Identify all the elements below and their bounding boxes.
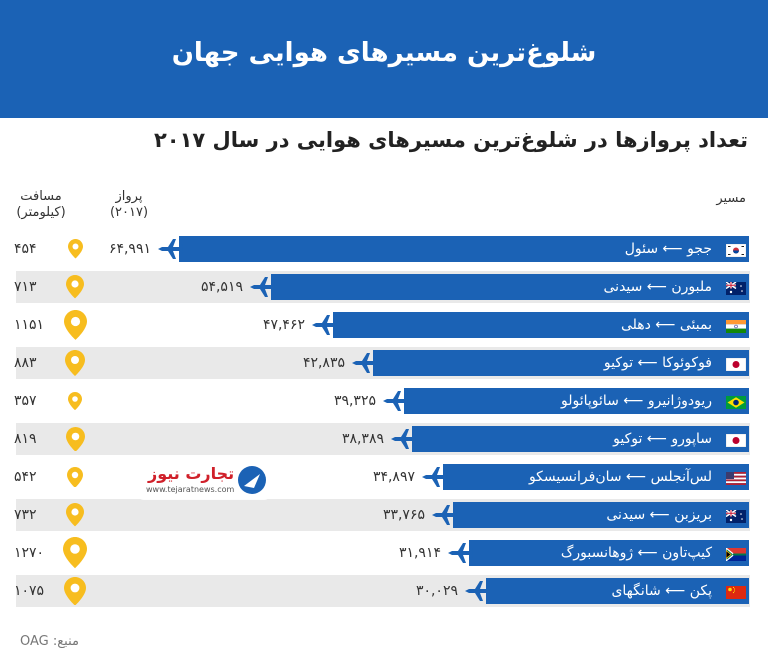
- india-flag: [726, 318, 746, 333]
- usa-flag: [726, 470, 746, 485]
- plane-icon: [351, 350, 377, 380]
- bar-3: [373, 350, 749, 376]
- plane-icon: [382, 388, 408, 418]
- flight-value: ۳۳,۷۶۵: [382, 507, 425, 523]
- bar-9: [486, 578, 749, 604]
- page-title: شلوغ‌ترین مسیرهای هوایی جهان: [171, 38, 597, 68]
- route-label: ریودوژانیرو ⟵ سائوپائولو: [560, 393, 712, 409]
- flights-header-label: پرواز: [115, 189, 143, 204]
- route-label: لس‌آنجلس ⟵ سان‌فرانسیسکو: [528, 469, 712, 485]
- plane-icon: [421, 464, 447, 494]
- china-flag: [726, 584, 746, 599]
- distance-value: ۵۴۲: [14, 469, 37, 485]
- plane-icon: [390, 426, 416, 456]
- bar-4: [404, 388, 749, 414]
- flight-value: ۳۱,۹۱۴: [398, 545, 441, 561]
- distance-value: ۱۲۷۰: [14, 545, 45, 561]
- chart-title: تعداد پروازها در شلوغ‌ترین مسیرهای هوایی…: [153, 128, 748, 152]
- map-pin-icon: [65, 350, 85, 380]
- bar-1: [271, 274, 749, 300]
- bar-7: [453, 502, 749, 528]
- japan-flag: [725, 356, 747, 372]
- flight-value: ۵۴,۵۱۹: [200, 279, 243, 295]
- map-pin-icon: [63, 310, 87, 344]
- flight-value: ۴۷,۴۶۲: [262, 317, 305, 333]
- distance-value: ۷۳۲: [14, 507, 37, 523]
- australia-flag: [725, 508, 746, 523]
- logo: تجارت نیوز www.tejaratnews.com: [138, 460, 270, 500]
- south-africa-flag: [725, 546, 746, 563]
- brazil-flag: [726, 394, 746, 409]
- map-pin-icon: [68, 391, 82, 414]
- distance-value: ۸۱۹: [14, 431, 37, 447]
- distance-column-header: مسافت (کیلومتر): [8, 189, 74, 221]
- plane-icon: [447, 540, 473, 570]
- map-pin-icon: [63, 537, 87, 572]
- distance-header-sub: (کیلومتر): [16, 205, 66, 220]
- distance-value: ۱۱۵۱: [14, 317, 45, 333]
- distance-header-label: مسافت: [20, 189, 62, 204]
- route-label: فوکوئوکا ⟵ توکیو: [603, 355, 712, 371]
- logo-url: www.tejaratnews.com: [146, 485, 235, 494]
- bar-8: [469, 540, 749, 566]
- distance-value: ۷۱۳: [14, 279, 37, 295]
- south-korea-flag: [725, 242, 747, 258]
- route-label: ملبورن ⟵ سیدنی: [603, 279, 712, 295]
- plane-icon: [464, 578, 490, 608]
- logo-name: تجارت نیوز: [148, 464, 235, 483]
- flight-value: ۳۹,۳۲۵: [333, 393, 376, 409]
- plane-icon: [249, 274, 275, 304]
- flights-column-header: پرواز (۲۰۱۷): [103, 189, 155, 221]
- flight-value: ۶۴,۹۹۱: [108, 241, 151, 257]
- route-label: پکن ⟵ شانگهای: [611, 583, 712, 599]
- plane-icon: [157, 236, 183, 266]
- route-label: کیپ‌تاون ⟵ ژوهانسبورگ: [560, 545, 712, 561]
- bar-0: [179, 236, 749, 262]
- distance-value: ۸۸۳: [14, 355, 37, 371]
- route-label: ساپورو ⟵ توکیو: [613, 431, 712, 447]
- australia-flag: [725, 280, 746, 295]
- header-banner: شلوغ‌ترین مسیرهای هوایی جهان: [0, 0, 768, 118]
- source-note: منبع: OAG: [20, 634, 79, 649]
- route-column-header: مسیر: [716, 191, 746, 206]
- bar-6: [443, 464, 749, 490]
- plane-icon: [311, 312, 337, 342]
- route-label: ججو ⟵ سئول: [624, 241, 712, 257]
- map-pin-icon: [67, 466, 83, 492]
- bar-5: [412, 426, 749, 452]
- map-pin-icon: [67, 239, 83, 263]
- flights-header-sub: (۲۰۱۷): [109, 205, 149, 220]
- flight-value: ۳۴,۸۹۷: [372, 469, 415, 485]
- bar-2: [333, 312, 749, 338]
- plane-icon: [431, 502, 457, 532]
- flight-value: ۴۲,۸۳۵: [302, 355, 345, 371]
- logo-badge-icon: [138, 460, 270, 500]
- distance-value: ۴۵۴: [14, 241, 37, 257]
- map-pin-icon: [66, 503, 84, 530]
- japan-flag: [725, 432, 747, 448]
- distance-value: ۱۰۷۵: [14, 583, 45, 599]
- route-label: بریزبن ⟵ سیدنی: [606, 507, 712, 523]
- map-pin-icon: [66, 275, 84, 302]
- distance-value: ۳۵۷: [14, 393, 37, 409]
- flight-value: ۳۸,۳۸۹: [341, 431, 384, 447]
- map-pin-icon: [65, 426, 85, 456]
- flight-value: ۳۰,۰۲۹: [415, 583, 458, 599]
- route-label: بمبئی ⟵ دهلی: [621, 317, 712, 333]
- map-pin-icon: [64, 576, 86, 610]
